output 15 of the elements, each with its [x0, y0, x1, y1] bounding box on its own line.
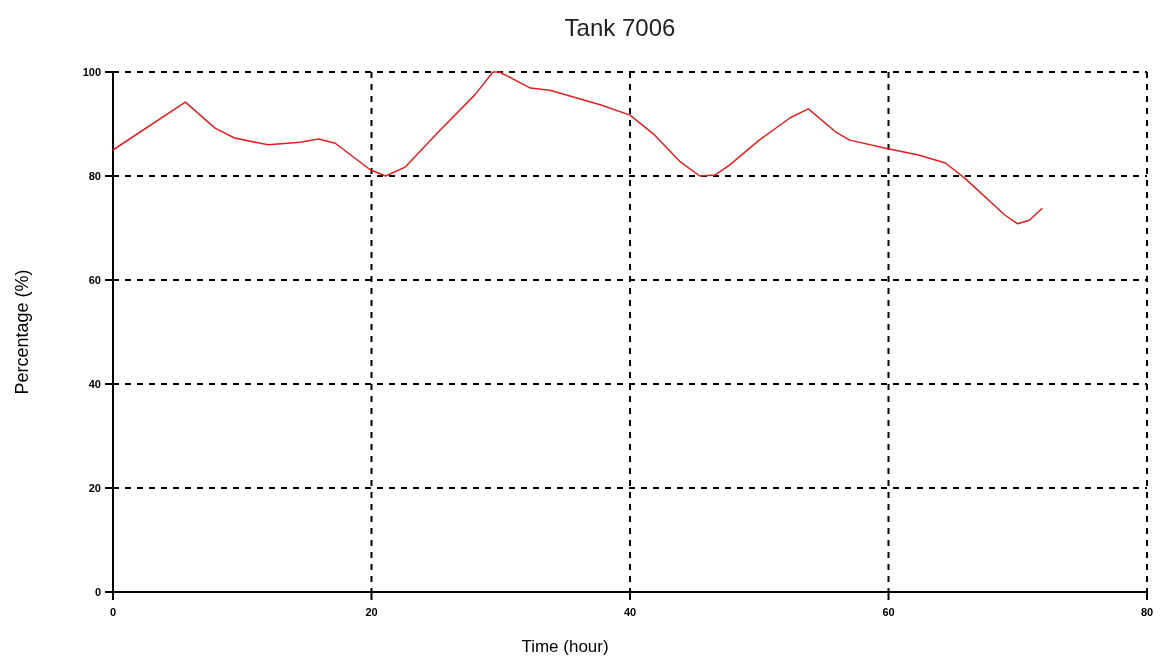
x-tick-label: 0: [109, 606, 117, 618]
y-tick-label: 0: [94, 585, 101, 598]
y-tick-label: 60: [88, 273, 101, 286]
y-axis-title: Percentage (%): [12, 269, 32, 395]
x-axis-title: Time (hour): [521, 637, 609, 656]
x-tick-label: 80: [1140, 606, 1154, 618]
x-tick-label: 20: [365, 606, 378, 618]
y-tick-label: 40: [88, 377, 101, 390]
x-tick-label: 60: [882, 606, 895, 618]
x-tick-label: 40: [623, 606, 637, 618]
y-tick-label: 80: [88, 169, 101, 182]
y-tick-label: 20: [88, 481, 101, 494]
line-series: [112, 71, 1044, 225]
y-tick-label: 100: [82, 65, 101, 78]
chart-title: Tank 7006: [564, 14, 676, 41]
